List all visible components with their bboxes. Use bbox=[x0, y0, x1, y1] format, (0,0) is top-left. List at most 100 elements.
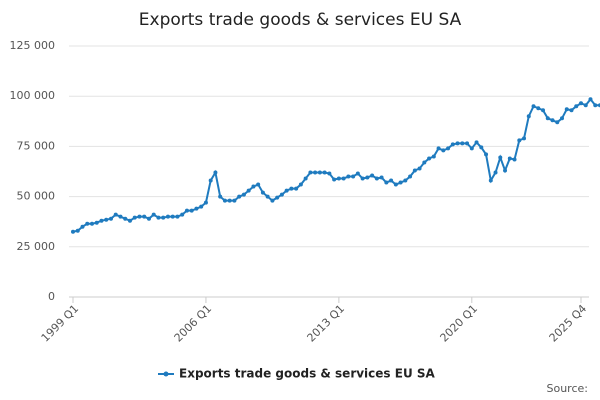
point bbox=[275, 195, 280, 200]
x-tick-label: 2006 Q1 bbox=[172, 302, 215, 345]
point bbox=[517, 138, 522, 143]
point bbox=[522, 136, 527, 141]
point bbox=[541, 108, 546, 113]
point bbox=[498, 155, 503, 160]
chart-title: Exports trade goods & services EU SA bbox=[139, 10, 462, 30]
point bbox=[370, 173, 375, 178]
point bbox=[146, 216, 151, 221]
point bbox=[503, 168, 508, 173]
point bbox=[555, 120, 560, 125]
point bbox=[180, 212, 185, 217]
point bbox=[479, 145, 484, 150]
point bbox=[422, 160, 427, 165]
point bbox=[184, 208, 189, 213]
point bbox=[251, 184, 256, 189]
point bbox=[560, 116, 565, 121]
point bbox=[80, 224, 85, 229]
legend-label: Exports trade goods & services EU SA bbox=[179, 367, 436, 381]
point bbox=[113, 212, 118, 217]
point bbox=[427, 156, 432, 161]
point bbox=[379, 175, 384, 180]
y-tick-label: 125 000 bbox=[10, 39, 56, 52]
point bbox=[579, 101, 583, 106]
point bbox=[127, 218, 132, 223]
point bbox=[237, 194, 242, 199]
point bbox=[465, 141, 470, 146]
point bbox=[393, 182, 398, 187]
point bbox=[132, 215, 137, 220]
point bbox=[493, 170, 498, 175]
legend-marker bbox=[163, 371, 169, 377]
point bbox=[564, 107, 569, 112]
point bbox=[289, 186, 294, 191]
source: Source: bbox=[547, 382, 589, 395]
point bbox=[550, 118, 555, 123]
point bbox=[526, 114, 531, 119]
point bbox=[279, 192, 284, 197]
x-tick-label: 1999 Q1 bbox=[39, 302, 82, 345]
point bbox=[341, 176, 346, 181]
point bbox=[222, 198, 227, 203]
point bbox=[256, 182, 261, 187]
point bbox=[260, 190, 265, 195]
point bbox=[455, 141, 460, 146]
point bbox=[89, 221, 94, 226]
point bbox=[317, 170, 322, 175]
point bbox=[536, 106, 541, 111]
point bbox=[189, 208, 194, 213]
point bbox=[346, 174, 351, 179]
point bbox=[194, 206, 199, 211]
point bbox=[446, 146, 451, 151]
point bbox=[545, 116, 550, 121]
point bbox=[365, 175, 370, 180]
point bbox=[265, 194, 270, 199]
y-tick-label: 0 bbox=[48, 290, 55, 303]
y-tick-label: 75 000 bbox=[17, 139, 56, 152]
point bbox=[227, 198, 232, 203]
point bbox=[327, 171, 332, 176]
point bbox=[441, 148, 446, 153]
point bbox=[597, 103, 600, 108]
point bbox=[408, 174, 413, 179]
point bbox=[161, 215, 166, 220]
point bbox=[294, 186, 299, 191]
point bbox=[298, 182, 303, 187]
point bbox=[137, 214, 142, 219]
point bbox=[569, 108, 574, 113]
point bbox=[203, 200, 208, 205]
point bbox=[165, 214, 170, 219]
point bbox=[332, 177, 337, 182]
point bbox=[574, 104, 579, 109]
point bbox=[104, 217, 109, 222]
point bbox=[213, 170, 218, 175]
point bbox=[322, 170, 327, 175]
point bbox=[469, 146, 474, 151]
y-tick-label: 100 000 bbox=[10, 89, 56, 102]
point bbox=[156, 215, 161, 220]
point bbox=[384, 180, 389, 185]
point bbox=[208, 178, 213, 183]
point bbox=[270, 198, 275, 203]
point bbox=[512, 157, 517, 162]
point bbox=[474, 140, 479, 145]
point bbox=[417, 166, 422, 171]
point bbox=[118, 214, 123, 219]
x-tick-label: 2020 Q1 bbox=[438, 302, 481, 345]
y-tick-label: 25 000 bbox=[17, 240, 56, 253]
point bbox=[360, 176, 365, 181]
point bbox=[85, 221, 90, 226]
point bbox=[398, 180, 403, 185]
point bbox=[531, 104, 536, 109]
point bbox=[588, 97, 593, 102]
y-tick-label: 50 000 bbox=[17, 190, 56, 203]
point bbox=[199, 204, 204, 209]
point bbox=[431, 154, 436, 159]
point bbox=[99, 218, 104, 223]
point bbox=[403, 178, 408, 183]
point bbox=[583, 103, 588, 108]
point bbox=[108, 216, 113, 221]
point bbox=[232, 198, 237, 203]
point bbox=[313, 170, 318, 175]
point bbox=[284, 188, 289, 193]
point bbox=[351, 174, 356, 179]
